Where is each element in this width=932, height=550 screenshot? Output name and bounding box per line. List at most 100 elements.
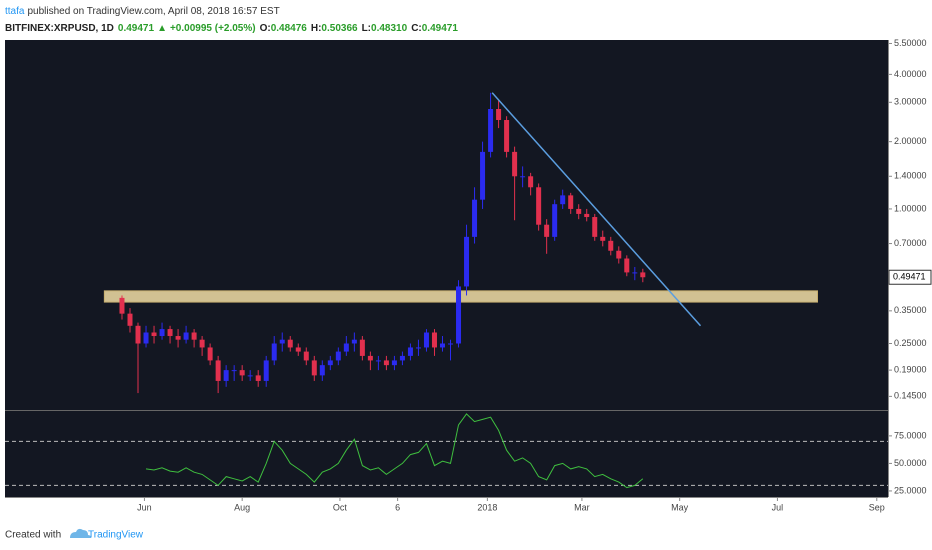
candle-body xyxy=(431,332,437,348)
ohlc-value: 0.48476 xyxy=(271,23,308,34)
candle-body xyxy=(359,339,365,356)
candle-body xyxy=(183,332,189,340)
candle-body xyxy=(472,199,478,237)
candle-body xyxy=(279,339,285,344)
candle-body xyxy=(271,343,277,361)
candle-body xyxy=(207,347,213,361)
plot-background xyxy=(5,40,888,497)
last-price-box xyxy=(888,269,932,285)
y-tick-label: 4.00000 xyxy=(894,69,927,79)
author: ttafa xyxy=(5,6,25,17)
candle-body xyxy=(407,347,413,356)
candle-body xyxy=(528,176,534,188)
candle-body xyxy=(504,119,510,152)
y-tick-label: 1.40000 xyxy=(894,171,927,181)
candle-body xyxy=(375,360,381,362)
candle-body xyxy=(191,332,197,340)
candle-body xyxy=(239,370,245,376)
candle-body xyxy=(303,351,309,361)
candle-body xyxy=(327,360,333,366)
candle-body xyxy=(151,332,157,337)
published: published on TradingView.com, April 08, … xyxy=(27,6,279,17)
change: +0.00995 (+2.05%) xyxy=(170,23,256,34)
candle-body xyxy=(319,365,325,376)
candle-body xyxy=(127,313,133,326)
logo xyxy=(70,528,91,538)
candle-body xyxy=(175,336,181,340)
x-tick-label: Oct xyxy=(333,502,348,512)
candle-body xyxy=(423,332,429,348)
candle-body xyxy=(247,375,253,377)
ohlc-label: C: xyxy=(411,23,422,34)
y-tick-label: 0.35000 xyxy=(894,305,927,315)
candle-body xyxy=(568,195,574,209)
y-tick-label: 5.50000 xyxy=(894,38,927,48)
candle-body xyxy=(544,224,550,237)
y-tick-label: 2.00000 xyxy=(894,136,927,146)
ohlc-value: 0.48310 xyxy=(371,23,408,34)
candle-body xyxy=(415,347,421,349)
footer-brand: TradingView xyxy=(88,530,144,541)
y-tick-label: 0.14500 xyxy=(894,391,927,401)
last-price: 0.49471 xyxy=(118,23,155,34)
candle-body xyxy=(335,351,341,361)
x-tick-label: Mar xyxy=(574,502,590,512)
candle-body xyxy=(632,272,638,274)
candle-body xyxy=(287,339,293,348)
candle-body xyxy=(167,329,173,337)
candle-body xyxy=(640,272,646,278)
candle-body xyxy=(383,360,389,366)
trendline xyxy=(491,92,702,327)
y-tick-label: 0.19000 xyxy=(894,365,927,375)
candle-body xyxy=(616,250,622,259)
candle-body xyxy=(448,343,454,345)
candle-body xyxy=(351,339,357,344)
candle-body xyxy=(520,176,526,178)
candle-body xyxy=(624,258,630,273)
candle-body xyxy=(263,360,269,381)
indicator-line xyxy=(145,413,644,489)
candle-body xyxy=(584,213,590,218)
y-tick-label: 1.00000 xyxy=(894,203,927,213)
y-tick-label: 0.70000 xyxy=(894,238,927,248)
candle-body xyxy=(231,370,237,372)
direction: ▲ xyxy=(157,23,167,34)
candle-body xyxy=(608,240,614,251)
byline: ttafa published on TradingView.com, April… xyxy=(5,6,280,17)
candle-body xyxy=(480,151,486,200)
candle-body xyxy=(456,286,462,344)
ohlc-value: 0.50366 xyxy=(321,23,358,34)
x-tick-label: Sep xyxy=(869,502,885,512)
footer-text: Created with xyxy=(5,530,61,541)
y-tick-label: 3.00000 xyxy=(894,97,927,107)
y-tick-label: 0.25000 xyxy=(894,338,927,348)
candle-body xyxy=(119,297,125,314)
x-tick-label: Jul xyxy=(772,502,784,512)
last-price-label: 0.49471 xyxy=(893,272,926,282)
candle-body xyxy=(391,360,397,366)
ohlc-value: 0.49471 xyxy=(422,23,459,34)
x-tick-label: 2018 xyxy=(477,502,497,512)
candle-body xyxy=(367,355,373,361)
x-tick-label: Aug xyxy=(234,502,250,512)
candle-body xyxy=(215,360,221,381)
candle-body xyxy=(343,343,349,352)
candle-body xyxy=(560,195,566,205)
candle-body xyxy=(536,187,542,225)
ohlc-label: L: xyxy=(362,23,371,34)
candle-body xyxy=(600,236,606,241)
candle-body xyxy=(223,370,229,381)
candle-body xyxy=(295,347,301,352)
x-tick-label: 6 xyxy=(395,502,400,512)
candle-body xyxy=(311,360,317,376)
symbol: BITFINEX:XRPUSD, 1D xyxy=(5,23,114,34)
candle-body xyxy=(464,236,470,287)
candle-body xyxy=(143,332,149,344)
candle-body xyxy=(576,208,582,214)
ohlc-label: H: xyxy=(311,23,322,34)
candle-body xyxy=(512,151,518,177)
symbol-line: BITFINEX:XRPUSD, 1D 0.49471 ▲ +0.00995 (+2.… xyxy=(5,23,458,34)
candle-body xyxy=(399,355,405,361)
x-tick-label: May xyxy=(671,502,689,512)
